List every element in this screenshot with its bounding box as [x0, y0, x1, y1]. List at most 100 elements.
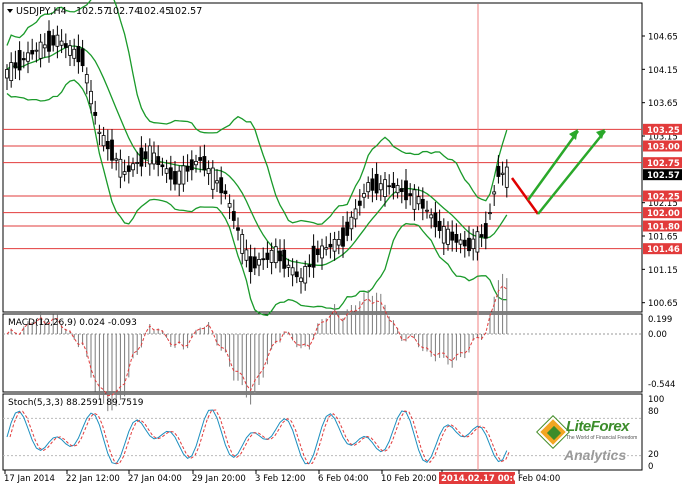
candle-body	[135, 162, 140, 164]
logo-tagline: The World of Financial Freedom	[566, 435, 638, 441]
candle-body	[114, 158, 119, 161]
forecast-arrows	[510, 129, 606, 215]
candle-body	[143, 151, 148, 159]
candle-body	[189, 159, 194, 171]
candle-body	[51, 35, 56, 46]
macd-title: MACD(12,26,9) 0.024 -0.093	[8, 318, 137, 328]
symbol-title: USDJPY,H4	[16, 6, 67, 17]
candle-body	[76, 46, 81, 63]
candle-body	[34, 49, 39, 52]
candle-body	[416, 196, 421, 205]
price-axis-label: 104.65	[648, 33, 678, 43]
candle-body	[110, 139, 114, 161]
macd-scale-label: 0.199	[648, 315, 672, 325]
macd-signal-line	[6, 285, 508, 397]
candle-body	[42, 44, 47, 49]
candle-body	[26, 52, 30, 62]
candle-body	[68, 45, 72, 56]
candle-body	[47, 30, 51, 52]
candle-body	[496, 165, 501, 177]
candle-body	[315, 249, 320, 256]
price-axis-label: 100.65	[648, 299, 678, 309]
candle-body	[181, 165, 186, 185]
time-axis-label: 27 Jan 04:00	[128, 474, 182, 484]
candle-body	[425, 209, 429, 212]
level-tag-label: 102.00	[647, 209, 680, 219]
candle-body	[324, 247, 329, 250]
bollinger-upper	[6, 0, 508, 225]
candle-body	[198, 157, 203, 161]
stoch-scale-label: 0	[648, 462, 653, 472]
candle-body	[177, 170, 182, 185]
candle-body	[122, 171, 127, 175]
price-axis-label: 104.15	[648, 66, 678, 76]
level-tag-label: 102.25	[647, 193, 680, 203]
candle-body	[328, 243, 333, 248]
candle-body	[395, 185, 400, 194]
price-axis-label: 103.65	[648, 99, 678, 109]
level-tag	[643, 243, 682, 255]
candle-body	[55, 34, 60, 47]
candle-body	[336, 239, 341, 246]
candle-body	[383, 179, 387, 198]
candle-body	[257, 259, 261, 266]
chart-dropdown-icon[interactable]	[7, 9, 13, 13]
candle-body	[311, 245, 316, 268]
candle-body	[467, 237, 471, 252]
candle-body	[404, 180, 408, 201]
candle-body	[223, 190, 228, 195]
forecast-arrowhead-1	[596, 129, 605, 139]
candle-body	[265, 252, 270, 260]
candle-body	[131, 163, 135, 171]
candle-body	[446, 228, 450, 245]
candle-body	[240, 234, 245, 254]
candle-body	[282, 249, 287, 269]
level-tag-label: 101.80	[647, 223, 680, 233]
candle-body	[160, 164, 165, 168]
level-tag-label: 103.25	[647, 126, 680, 136]
candle-body	[97, 131, 102, 134]
candle-body	[30, 50, 35, 55]
candle-body	[462, 239, 467, 247]
candle-body	[378, 183, 383, 191]
macd-scale-label: -0.544	[648, 380, 675, 390]
candle-body	[21, 58, 26, 61]
candle-body	[366, 182, 371, 193]
candle-body	[202, 156, 207, 171]
candle-body	[261, 258, 266, 261]
candle-body	[84, 74, 89, 84]
macd-histogram	[3, 273, 642, 412]
ohlc-low: 102.45	[138, 6, 171, 17]
candle-body	[492, 191, 497, 195]
candlesticks	[5, 20, 509, 294]
stoch-d-line	[9, 409, 511, 465]
candle-body	[156, 156, 161, 165]
candle-body	[450, 231, 455, 241]
level-lines	[3, 128, 642, 250]
ohlc-open: 102.57	[76, 6, 109, 17]
candle-body	[59, 40, 64, 46]
candle-body	[236, 227, 240, 231]
level-tag	[643, 220, 682, 232]
liteforex-logo: LiteForex The World of Financial Freedom…	[536, 411, 638, 467]
candle-body	[412, 189, 417, 210]
ohlc-close: 102.57	[169, 6, 202, 17]
candle-body	[294, 271, 299, 278]
logo-sub: Analytics	[564, 447, 627, 463]
stoch-scale-label: 20	[648, 450, 659, 460]
price-axis-label: 103.15	[648, 133, 678, 143]
candle-body	[303, 266, 308, 284]
candle-body	[500, 172, 505, 175]
candle-body	[194, 161, 198, 166]
current-price-tag	[643, 169, 682, 181]
level-price-tags: 103.25103.00102.75102.25102.00101.80101.…	[643, 123, 682, 255]
bollinger-lower	[6, 79, 507, 317]
indicator-axes: 0.199 0.00 -0.544 100 80 20 0	[648, 315, 675, 472]
candle-body	[269, 249, 274, 263]
stoch-title: Stoch(5,3,3) 88.2591 89.7519	[8, 398, 144, 408]
candle-body	[504, 166, 509, 188]
candle-body	[164, 168, 169, 174]
candle-body	[105, 141, 110, 150]
candle-body	[408, 193, 413, 197]
